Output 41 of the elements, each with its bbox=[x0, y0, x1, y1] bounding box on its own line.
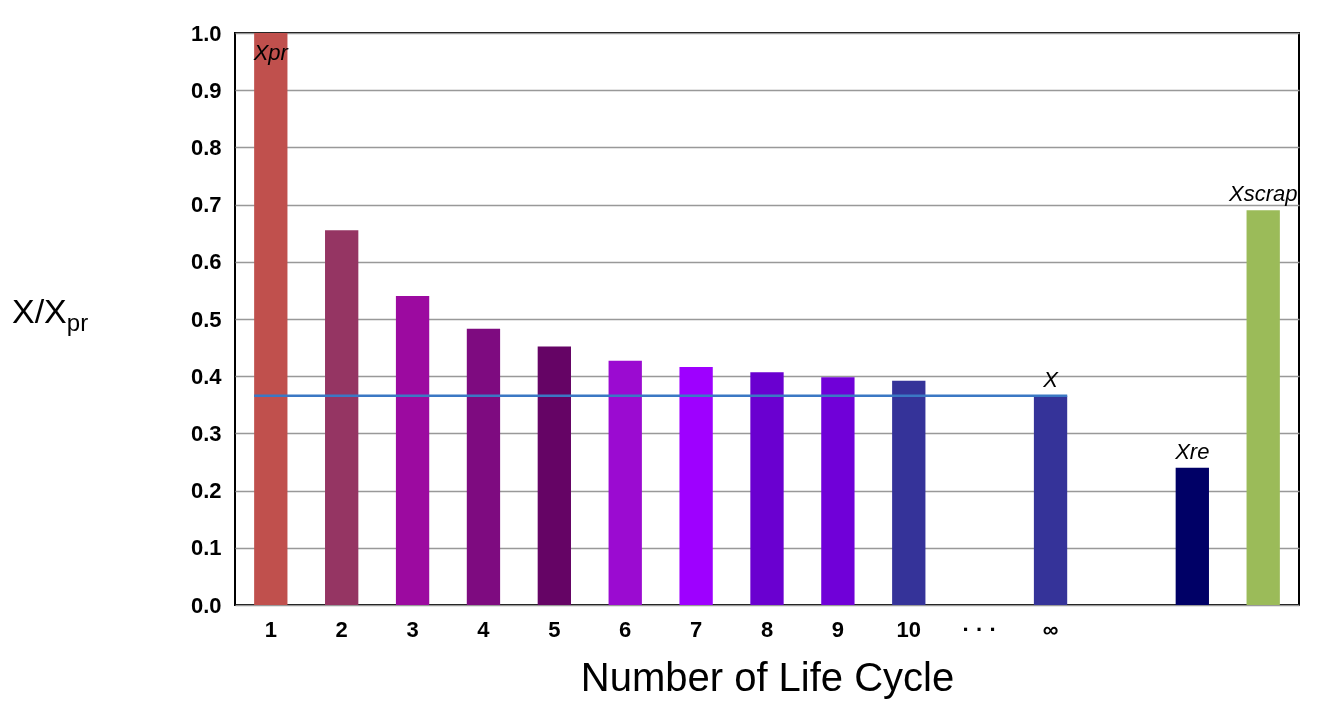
y-tick-label: 0.5 bbox=[190, 306, 222, 332]
bar bbox=[892, 380, 926, 605]
y-tick-label: 0.4 bbox=[190, 363, 223, 389]
bar bbox=[537, 346, 571, 605]
bar bbox=[1175, 467, 1209, 605]
x-tick-label: 2 bbox=[335, 616, 348, 642]
y-tick-label: 0.9 bbox=[190, 77, 222, 103]
bar bbox=[750, 372, 784, 605]
x-tick-label: 9 bbox=[831, 616, 845, 642]
bar bbox=[1033, 395, 1068, 605]
data-label: Xscrap bbox=[1227, 181, 1298, 207]
y-tick-label: 0.7 bbox=[190, 192, 222, 218]
x-tick-label: 10 bbox=[896, 616, 922, 642]
bar bbox=[254, 33, 288, 605]
y-tick-label: 0.6 bbox=[190, 249, 222, 275]
x-axis-title: Number of Life Cycle bbox=[580, 654, 955, 699]
bar bbox=[608, 360, 642, 605]
x-tick-label: 4 bbox=[477, 616, 491, 642]
data-label: X bbox=[1042, 366, 1060, 392]
x-tick-label: 5 bbox=[548, 616, 561, 642]
bar bbox=[466, 328, 501, 605]
data-label: Xre bbox=[1174, 438, 1210, 464]
y-tick-label: 0.8 bbox=[190, 134, 222, 160]
y-tick-label: 1.0 bbox=[190, 20, 222, 46]
y-tick-label: 0.3 bbox=[190, 420, 222, 446]
bar bbox=[821, 377, 855, 605]
y-tick-label: 0.2 bbox=[190, 478, 222, 504]
x-tick-label: 3 bbox=[406, 616, 419, 642]
x-tick-label: 7 bbox=[689, 616, 703, 642]
bar bbox=[325, 230, 359, 605]
y-tick-label: 0.1 bbox=[190, 535, 222, 561]
bar bbox=[395, 296, 430, 605]
x-tick-label: 1 bbox=[264, 616, 277, 642]
x-tick-label: · · · bbox=[962, 616, 997, 642]
y-axis-title: X/X$_{pr}$ bbox=[12, 292, 89, 337]
x-tick-label: 6 bbox=[619, 616, 632, 642]
x-tick-label: 8 bbox=[760, 616, 774, 642]
bar bbox=[679, 367, 713, 605]
y-tick-label: 0.0 bbox=[190, 592, 222, 618]
bar bbox=[1246, 210, 1280, 605]
x-tick-label: ∞ bbox=[1042, 616, 1059, 642]
